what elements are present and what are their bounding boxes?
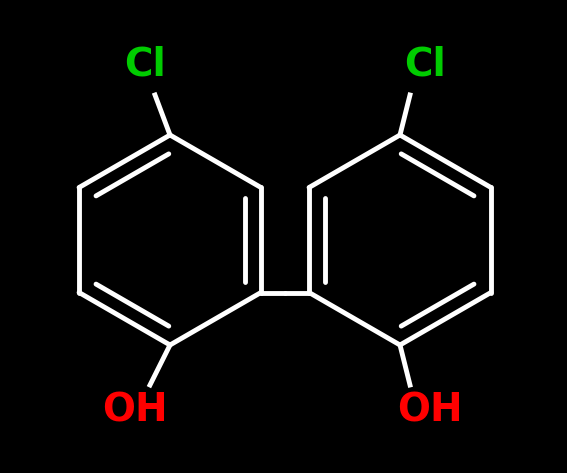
Text: Cl: Cl <box>404 46 446 84</box>
Text: OH: OH <box>397 391 463 429</box>
Text: Cl: Cl <box>124 46 166 84</box>
Text: OH: OH <box>102 391 168 429</box>
